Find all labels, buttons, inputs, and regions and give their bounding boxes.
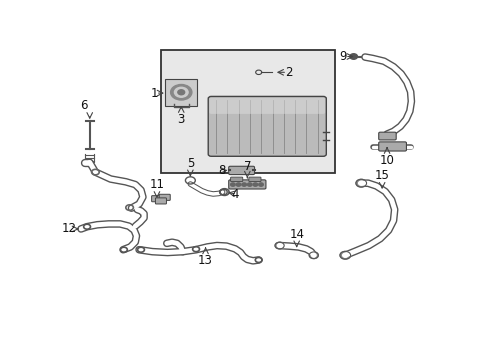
- FancyBboxPatch shape: [229, 180, 266, 189]
- Text: 10: 10: [380, 153, 394, 167]
- Circle shape: [312, 253, 316, 257]
- Text: 2: 2: [285, 66, 293, 79]
- FancyBboxPatch shape: [379, 132, 396, 140]
- FancyBboxPatch shape: [229, 166, 254, 175]
- Circle shape: [350, 54, 358, 59]
- Circle shape: [259, 183, 263, 186]
- FancyBboxPatch shape: [249, 177, 261, 181]
- Circle shape: [275, 242, 284, 249]
- Text: 7: 7: [244, 161, 251, 174]
- Text: 4: 4: [231, 188, 239, 201]
- Circle shape: [242, 183, 246, 186]
- Bar: [161, 50, 335, 174]
- FancyBboxPatch shape: [165, 79, 197, 105]
- Text: 8: 8: [218, 164, 225, 177]
- Circle shape: [359, 181, 364, 185]
- Text: 14: 14: [289, 228, 304, 241]
- Circle shape: [356, 179, 367, 187]
- Text: 13: 13: [198, 254, 213, 267]
- Text: 9: 9: [339, 50, 347, 63]
- FancyBboxPatch shape: [159, 194, 170, 201]
- FancyBboxPatch shape: [155, 198, 167, 204]
- Text: 11: 11: [149, 178, 165, 191]
- Circle shape: [174, 87, 188, 97]
- Text: 3: 3: [177, 113, 185, 126]
- Circle shape: [171, 85, 192, 100]
- FancyBboxPatch shape: [379, 142, 406, 151]
- Circle shape: [253, 183, 258, 186]
- Circle shape: [343, 253, 348, 257]
- Circle shape: [236, 183, 241, 186]
- FancyBboxPatch shape: [209, 98, 325, 114]
- FancyBboxPatch shape: [151, 195, 163, 202]
- Circle shape: [247, 183, 252, 186]
- Circle shape: [178, 90, 185, 95]
- Circle shape: [309, 252, 318, 258]
- Text: 15: 15: [375, 169, 390, 183]
- FancyBboxPatch shape: [231, 177, 243, 181]
- Text: 1: 1: [150, 87, 158, 100]
- FancyBboxPatch shape: [208, 96, 326, 156]
- Circle shape: [340, 251, 351, 259]
- Circle shape: [231, 183, 235, 186]
- Text: 12: 12: [61, 222, 76, 235]
- Text: 6: 6: [80, 99, 88, 112]
- Text: 5: 5: [187, 157, 194, 170]
- Circle shape: [277, 244, 282, 247]
